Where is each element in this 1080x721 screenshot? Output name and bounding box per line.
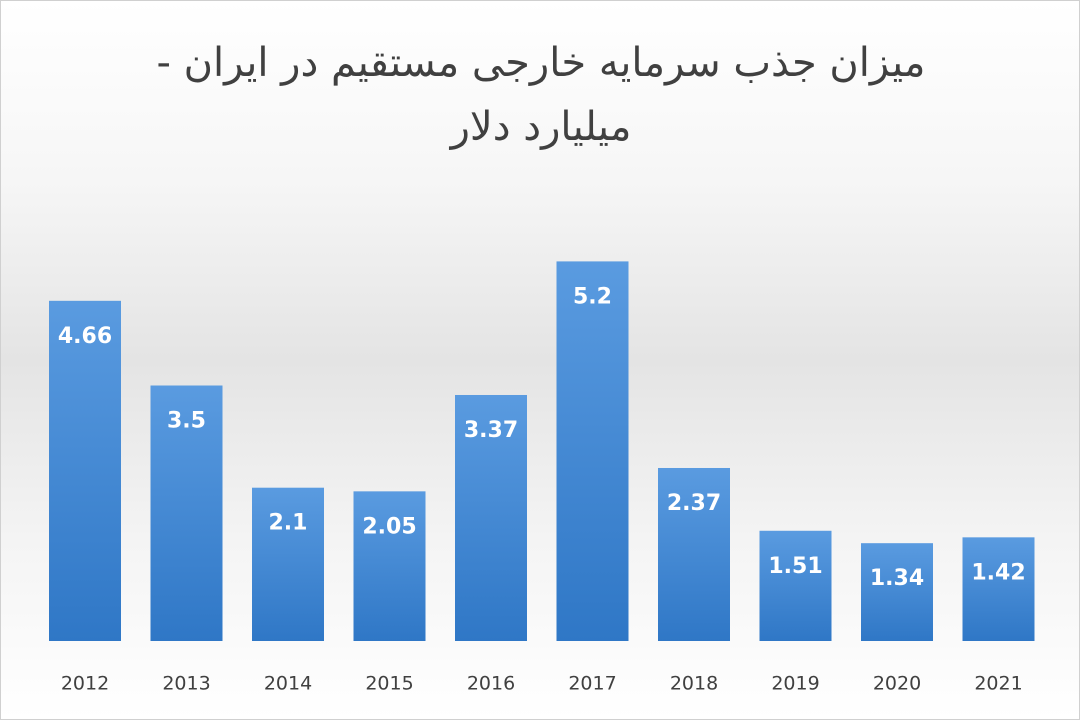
x-tick-label: 2017: [568, 673, 616, 695]
x-tick-label: 2018: [670, 673, 718, 695]
x-tick-label: 2014: [264, 673, 312, 695]
data-label: 1.34: [870, 566, 924, 591]
bar: [49, 300, 121, 641]
x-tick-label: 2021: [974, 673, 1022, 695]
x-tick-label: 2016: [467, 673, 515, 695]
x-tick-label: 2015: [365, 673, 413, 695]
chart-title: میزان جذب سرمایه خارجی مستقیم در ایران -…: [156, 40, 926, 150]
bar: [150, 385, 223, 641]
data-label: 2.1: [269, 511, 308, 536]
data-label: 1.51: [768, 554, 822, 579]
bar: [353, 491, 426, 641]
data-label: 3.37: [464, 418, 518, 443]
x-tick-label: 2012: [61, 673, 109, 695]
x-tick-label: 2013: [162, 673, 210, 695]
data-label: 5.2: [573, 284, 612, 309]
data-label: 2.05: [362, 514, 416, 539]
x-tick-label: 2020: [873, 673, 921, 695]
bar: [556, 261, 629, 641]
bar: [252, 487, 324, 641]
bar: [962, 537, 1035, 641]
x-tick-label: 2019: [771, 673, 819, 695]
data-label: 3.5: [167, 409, 206, 434]
bar: [455, 394, 527, 641]
bar: [658, 467, 730, 641]
data-label: 2.37: [667, 491, 721, 516]
bar: [861, 543, 933, 641]
bar: [759, 530, 832, 641]
data-label: 4.66: [58, 324, 112, 349]
data-label: 1.42: [971, 560, 1025, 585]
